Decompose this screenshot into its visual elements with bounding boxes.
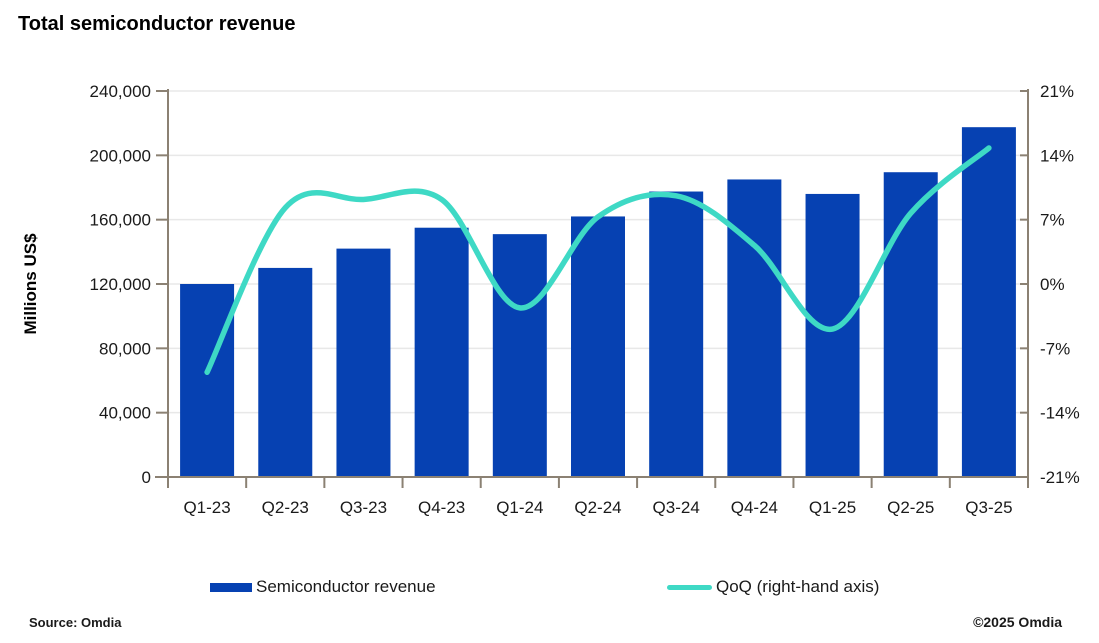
y-left-tick-label: 0: [142, 468, 151, 487]
revenue-legend-label: Semiconductor revenue: [256, 577, 436, 596]
x-tick-label: Q4-24: [731, 498, 778, 517]
revenue-bar-Q4-23: [414, 227, 469, 477]
revenue-bar-Q3-23: [336, 248, 391, 477]
revenue-bar-Q1-23: [180, 284, 235, 477]
y-left-tick-label: 40,000: [99, 404, 151, 423]
y-right-tick-label: 14%: [1040, 146, 1074, 165]
legend-item-revenue: Semiconductor revenue: [210, 575, 436, 599]
x-tick-label: Q3-24: [653, 498, 700, 517]
x-tick-label: Q1-23: [183, 498, 230, 517]
y-left-tick-label: 80,000: [99, 339, 151, 358]
y-right-tick-label: 7%: [1040, 211, 1065, 230]
source-note: Source: Omdia: [29, 615, 122, 630]
revenue-bar-Q3-24: [649, 191, 704, 478]
x-tick-label: Q2-23: [262, 498, 309, 517]
qoq-line: [204, 145, 992, 375]
x-tick-label: Q2-24: [574, 498, 621, 517]
x-tick-label: Q1-24: [496, 498, 543, 517]
revenue-bar-Q4-24: [727, 179, 782, 478]
chart-legend: Semiconductor revenue QoQ (right-hand ax…: [0, 575, 1099, 599]
y-right-tick-label: -7%: [1040, 339, 1070, 358]
x-tick-label: Q3-25: [965, 498, 1012, 517]
revenue-bar-Q1-24: [492, 234, 547, 477]
x-tick-label: Q2-25: [887, 498, 934, 517]
y-left-tick-label: 120,000: [90, 275, 151, 294]
revenue-bar-Q2-24: [571, 216, 625, 477]
y-axis-title: Millions US$: [21, 233, 40, 335]
x-tick-label: Q1-25: [809, 498, 856, 517]
y-left-tick-label: 240,000: [90, 82, 151, 101]
y-left-tick-label: 200,000: [90, 146, 151, 165]
copyright-note: ©2025 Omdia: [973, 614, 1062, 630]
y-right-tick-label: -14%: [1040, 404, 1080, 423]
qoq-swatch: [667, 584, 712, 590]
revenue-swatch: [210, 582, 252, 592]
chart-title: Total semiconductor revenue: [18, 13, 296, 35]
revenue-bar-Q1-25: [805, 193, 860, 477]
y-left-tick-label: 160,000: [90, 211, 151, 230]
x-tick-label: Q4-23: [418, 498, 465, 517]
y-right-tick-label: 21%: [1040, 82, 1074, 101]
revenue-bar-Q3-25: [961, 127, 1016, 477]
qoq-legend-label: QoQ (right-hand axis): [716, 577, 880, 596]
x-tick-label: Q3-23: [340, 498, 387, 517]
revenue-bar-Q2-25: [883, 172, 938, 478]
y-right-tick-label: 0%: [1040, 275, 1065, 294]
y-right-tick-label: -21%: [1040, 468, 1080, 487]
combo-chart: 0 40,000 80,000 120,000 160,000 200,000 240,00…: [21, 82, 1080, 517]
revenue-bar-Q2-23: [258, 267, 313, 477]
legend-item-qoq: QoQ (right-hand axis): [667, 575, 879, 599]
